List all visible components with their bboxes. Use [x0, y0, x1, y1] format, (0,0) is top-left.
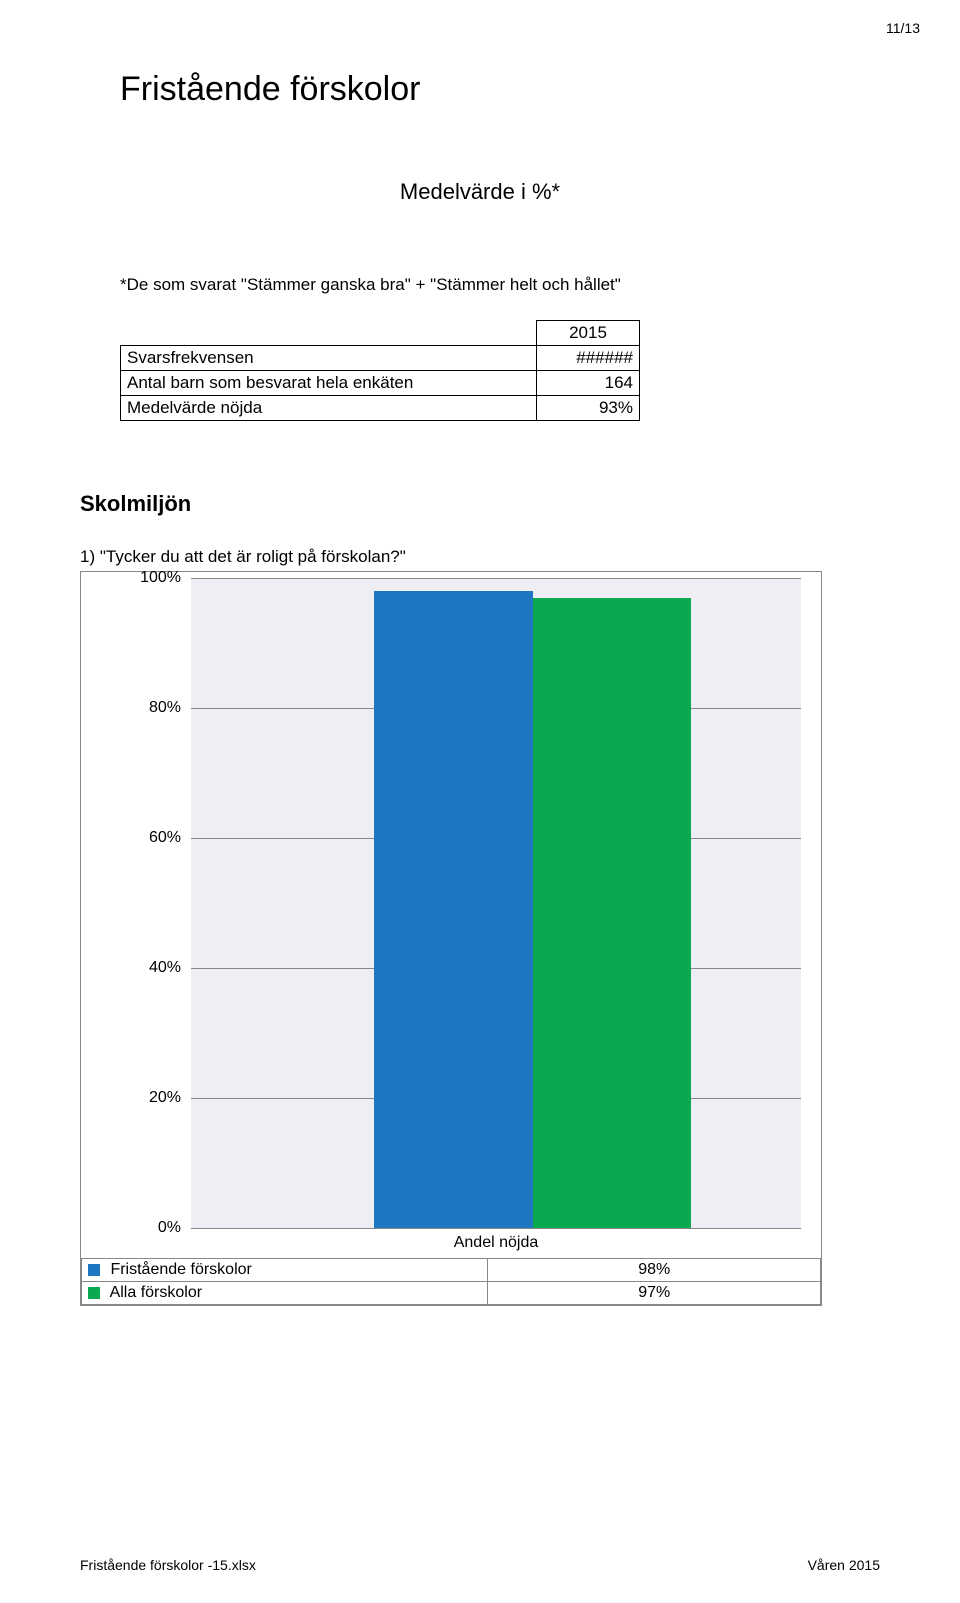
chart-container: 100%80%60%40%20%0% Andel nöjda Friståend… [80, 571, 822, 1306]
table-row: Fristående förskolor 98% [82, 1259, 821, 1282]
chart-y-tick-label: 20% [131, 1089, 181, 1107]
summary-table: 2015 Svarsfrekvensen ###### Antal barn s… [120, 320, 640, 421]
chart-x-category: Andel nöjda [191, 1234, 801, 1252]
chart-y-tick-label: 40% [131, 959, 181, 977]
question-text: 1) "Tycker du att det är roligt på försk… [80, 547, 880, 567]
chart-y-tick-label: 80% [131, 699, 181, 717]
summary-label: Medelvärde nöjda [121, 396, 537, 421]
summary-year-header: 2015 [537, 321, 640, 346]
chart-y-tick-label: 0% [131, 1219, 181, 1237]
chart-gridline [191, 578, 801, 579]
chart-y-tick-label: 60% [131, 829, 181, 847]
page-number: 11/13 [886, 20, 920, 36]
chart-gridline [191, 1228, 801, 1229]
chart-bar [374, 591, 533, 1228]
footer-right: Våren 2015 [808, 1557, 880, 1573]
footer-left: Fristående förskolor -15.xlsx [80, 1557, 256, 1573]
table-row: Svarsfrekvensen ###### [121, 346, 640, 371]
chart-legend-table: Fristående förskolor 98% Alla förskolor … [81, 1258, 821, 1305]
legend-label-cell: Fristående förskolor [82, 1259, 488, 1282]
legend-series-label: Alla förskolor [110, 1284, 202, 1301]
legend-swatch-icon [88, 1287, 100, 1299]
section-heading: Skolmiljön [80, 491, 880, 517]
summary-label: Svarsfrekvensen [121, 346, 537, 371]
summary-value: 93% [537, 396, 640, 421]
table-row: Medelvärde nöjda 93% [121, 396, 640, 421]
page-footer: Fristående förskolor -15.xlsx Våren 2015 [80, 1557, 880, 1573]
chart-y-tick-label: 100% [131, 569, 181, 587]
summary-value: 164 [537, 371, 640, 396]
table-row: Alla förskolor 97% [82, 1282, 821, 1305]
footnote-definition: *De som svarat "Stämmer ganska bra" + "S… [120, 275, 880, 295]
page-title: Fristående förskolor [120, 70, 880, 109]
chart-bar [533, 598, 692, 1229]
legend-series-value: 98% [488, 1259, 821, 1282]
summary-blank-cell [121, 321, 537, 346]
summary-label: Antal barn som besvarat hela enkäten [121, 371, 537, 396]
summary-value: ###### [537, 346, 640, 371]
legend-label-cell: Alla förskolor [82, 1282, 488, 1305]
legend-series-value: 97% [488, 1282, 821, 1305]
page-subtitle: Medelvärde i %* [80, 179, 880, 205]
legend-swatch-icon [88, 1264, 100, 1276]
table-row: Antal barn som besvarat hela enkäten 164 [121, 371, 640, 396]
legend-series-label: Fristående förskolor [110, 1261, 251, 1278]
table-row: 2015 [121, 321, 640, 346]
page: 11/13 Fristående förskolor Medelvärde i … [0, 0, 960, 1603]
chart-plot-area: 100%80%60%40%20%0% [191, 578, 801, 1228]
